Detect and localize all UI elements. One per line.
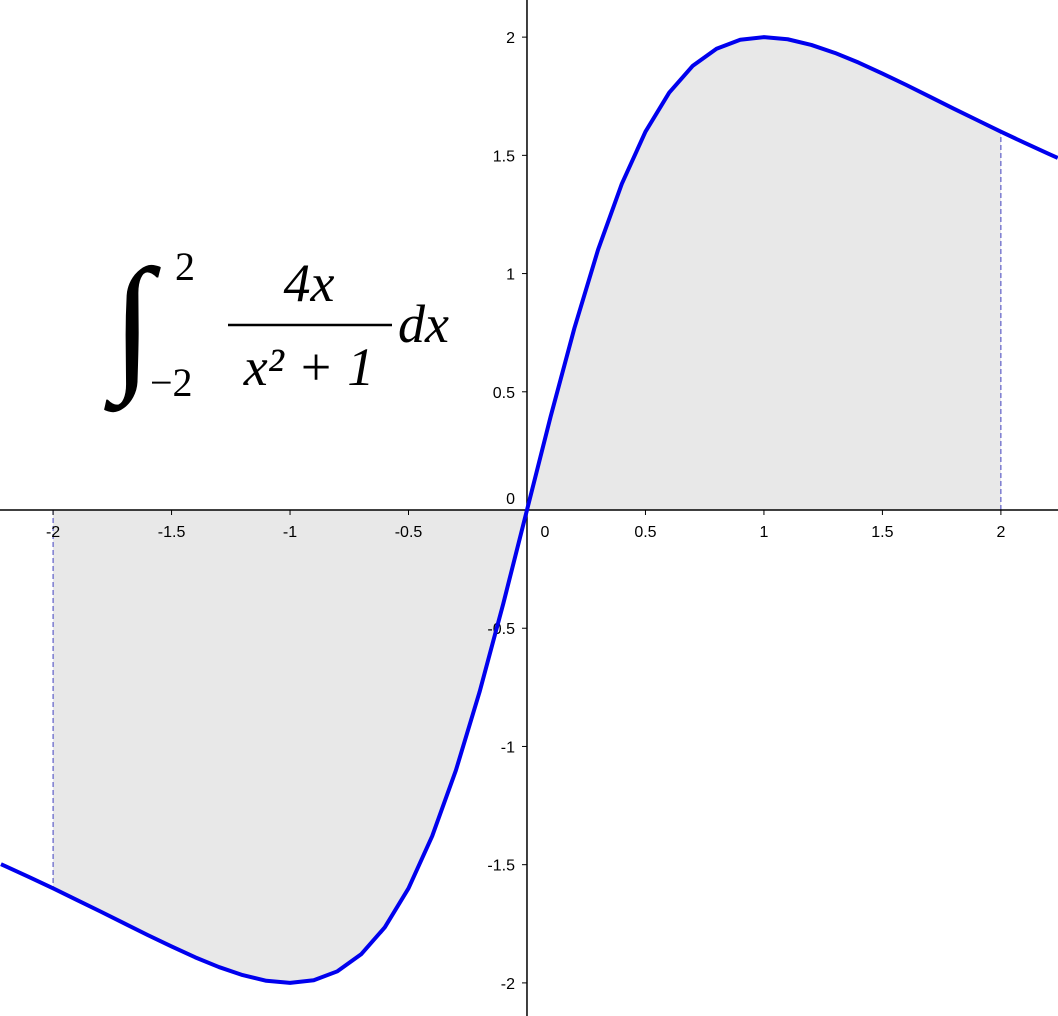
x-tick-label: 0.5 <box>634 524 656 541</box>
numerator: 4x <box>284 253 335 313</box>
x-tick-label: 1 <box>759 524 768 541</box>
differential: dx <box>398 294 449 354</box>
y-tick-label: 1.5 <box>493 148 515 165</box>
x-tick-label: -1 <box>283 524 297 541</box>
x-tick-label: -0.5 <box>395 524 423 541</box>
x-tick-label: 0 <box>541 524 550 541</box>
y-tick-label: -0.5 <box>487 621 515 638</box>
upper-limit: 2 <box>175 244 195 289</box>
y-tick-label: 0.5 <box>493 385 515 402</box>
x-tick-label: -2 <box>46 524 60 541</box>
curve <box>0 35 1058 985</box>
x-tick-label: -1.5 <box>158 524 186 541</box>
x-tick-label: 2 <box>996 524 1005 541</box>
plot-foreground: -2 -1.5 -1 -0.5 0 0.5 1 1.5 2 -2 -1.5 -1 -0.5 0 0.5 1 1.… <box>0 30 1058 993</box>
y-tick-label: 1 <box>506 267 515 284</box>
y-tick-label: 0 <box>506 491 515 508</box>
y-tick-label: -1.5 <box>487 858 515 875</box>
integral-sign: ∫ <box>104 239 161 413</box>
y-tick-label: 2 <box>506 30 515 47</box>
y-tick-label: -2 <box>501 976 515 993</box>
denominator: x² + 1 <box>243 337 375 397</box>
formula: ∫ 2 −2 4x x² + 1 dx <box>104 239 449 413</box>
lower-limit: −2 <box>150 360 193 405</box>
y-tick-label: -1 <box>501 739 515 756</box>
x-tick-label: 1.5 <box>871 524 893 541</box>
